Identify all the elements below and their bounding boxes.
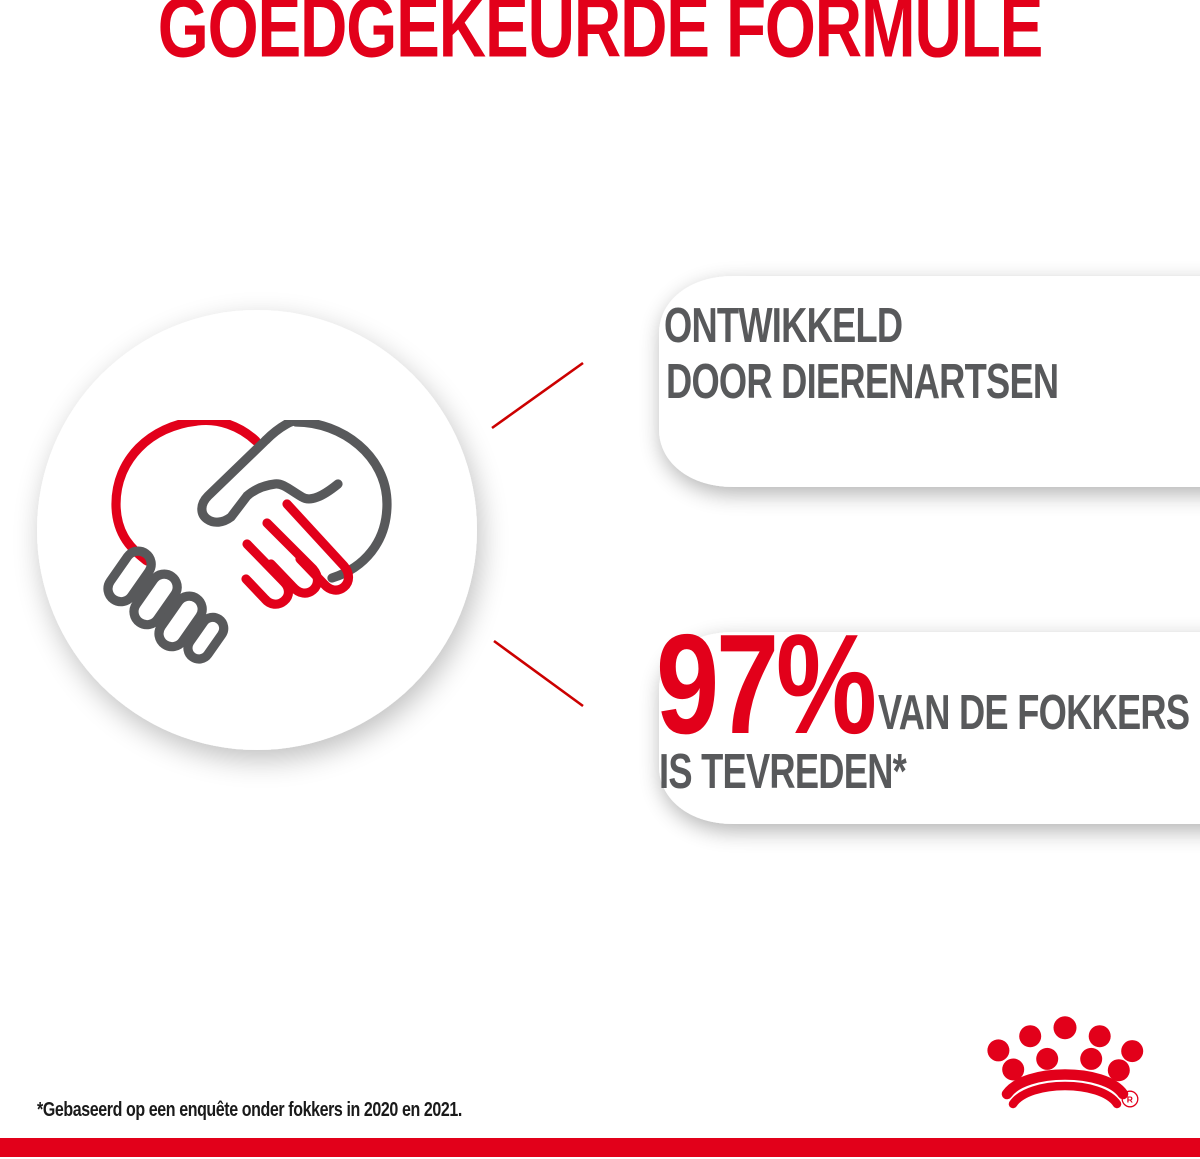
svg-text:R: R xyxy=(1127,1095,1133,1105)
